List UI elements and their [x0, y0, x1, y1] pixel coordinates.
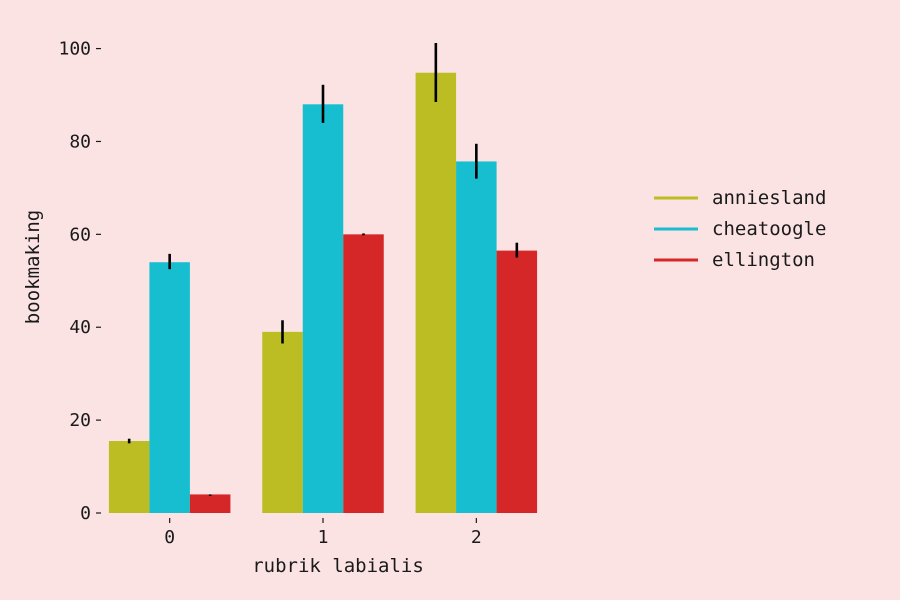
bar: [302, 104, 344, 514]
y-tick-label: 80: [69, 131, 91, 152]
x-tick-label: 0: [164, 527, 175, 548]
bar: [496, 250, 538, 514]
y-tick-label: 60: [69, 224, 91, 245]
bar: [456, 161, 497, 513]
x-tick-label: 2: [471, 527, 482, 548]
bar: [189, 494, 231, 513]
bar: [108, 441, 150, 513]
y-axis-label: bookmaking: [22, 210, 44, 324]
bar: [262, 331, 303, 513]
bars: [108, 72, 538, 514]
y-tick-label: 100: [58, 39, 91, 60]
legend-label: anniesland: [712, 187, 826, 209]
y-tick-label: 0: [80, 503, 91, 524]
axes: 0 20 40 60 80 100 0 1 2: [58, 39, 481, 548]
error-bars: [127, 43, 519, 496]
legend: anniesland cheatoogle ellington: [654, 187, 826, 271]
legend-label: cheatoogle: [712, 218, 826, 240]
y-tick-label: 40: [69, 317, 91, 338]
bar: [343, 234, 384, 513]
bar: [149, 262, 190, 513]
legend-label: ellington: [712, 249, 815, 271]
bar: [415, 72, 457, 513]
x-axis-label: rubrik labialis: [252, 555, 424, 577]
x-tick-label: 1: [318, 527, 329, 548]
y-tick-label: 20: [69, 410, 91, 431]
